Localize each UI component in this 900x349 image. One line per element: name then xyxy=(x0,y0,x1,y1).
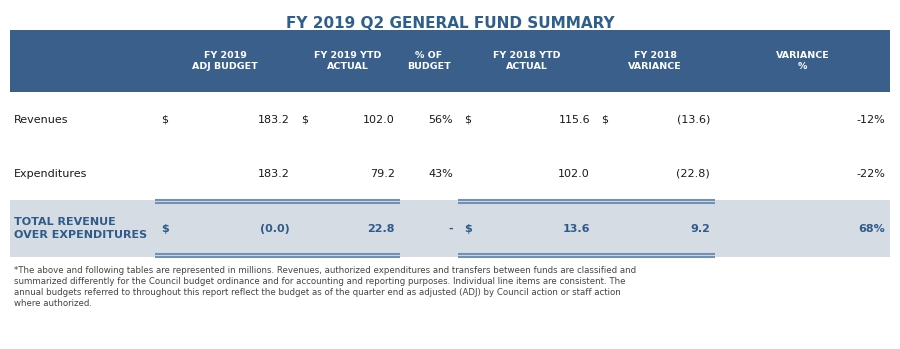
Text: 79.2: 79.2 xyxy=(370,169,395,179)
Text: Expenditures: Expenditures xyxy=(14,169,87,179)
Text: 183.2: 183.2 xyxy=(258,169,290,179)
Text: Revenues: Revenues xyxy=(14,115,68,125)
Text: 115.6: 115.6 xyxy=(558,115,590,125)
Text: -22%: -22% xyxy=(856,169,885,179)
Text: 13.6: 13.6 xyxy=(562,223,590,233)
Text: summarized differently for the Council budget ordinance and for accounting and r: summarized differently for the Council b… xyxy=(14,277,625,286)
Text: -: - xyxy=(448,223,453,233)
Bar xyxy=(10,148,890,200)
Text: FY 2019
ADJ BUDGET: FY 2019 ADJ BUDGET xyxy=(192,51,258,71)
Text: $: $ xyxy=(464,223,472,233)
Text: where authorized.: where authorized. xyxy=(14,299,92,308)
Text: FY 2019 YTD
ACTUAL: FY 2019 YTD ACTUAL xyxy=(314,51,382,71)
Bar xyxy=(10,200,890,257)
Text: (22.8): (22.8) xyxy=(676,169,710,179)
Text: FY 2018
VARIANCE: FY 2018 VARIANCE xyxy=(628,51,682,71)
Bar xyxy=(10,30,890,92)
Text: $: $ xyxy=(601,115,608,125)
Text: 183.2: 183.2 xyxy=(258,115,290,125)
Text: 102.0: 102.0 xyxy=(558,169,590,179)
Bar xyxy=(10,92,890,148)
Text: % OF
BUDGET: % OF BUDGET xyxy=(407,51,451,71)
Text: FY 2019 Q2 GENERAL FUND SUMMARY: FY 2019 Q2 GENERAL FUND SUMMARY xyxy=(285,16,615,31)
Text: (0.0): (0.0) xyxy=(260,223,290,233)
Text: FY 2018 YTD
ACTUAL: FY 2018 YTD ACTUAL xyxy=(493,51,560,71)
Text: 43%: 43% xyxy=(428,169,453,179)
Text: 68%: 68% xyxy=(859,223,885,233)
Text: annual budgets referred to throughout this report reflect the budget as of the q: annual budgets referred to throughout th… xyxy=(14,288,621,297)
Text: TOTAL REVENUE
OVER EXPENDITURES: TOTAL REVENUE OVER EXPENDITURES xyxy=(14,217,147,240)
Text: 22.8: 22.8 xyxy=(367,223,395,233)
Text: -12%: -12% xyxy=(856,115,885,125)
Text: (13.6): (13.6) xyxy=(677,115,710,125)
Text: $: $ xyxy=(464,115,471,125)
Text: $: $ xyxy=(161,115,168,125)
Text: $: $ xyxy=(301,115,308,125)
Text: 9.2: 9.2 xyxy=(690,223,710,233)
Text: *The above and following tables are represented in millions. Revenues, authorize: *The above and following tables are repr… xyxy=(14,266,636,275)
Text: 56%: 56% xyxy=(428,115,453,125)
Text: VARIANCE
%: VARIANCE % xyxy=(776,51,830,71)
Text: 102.0: 102.0 xyxy=(364,115,395,125)
Text: $: $ xyxy=(161,223,169,233)
